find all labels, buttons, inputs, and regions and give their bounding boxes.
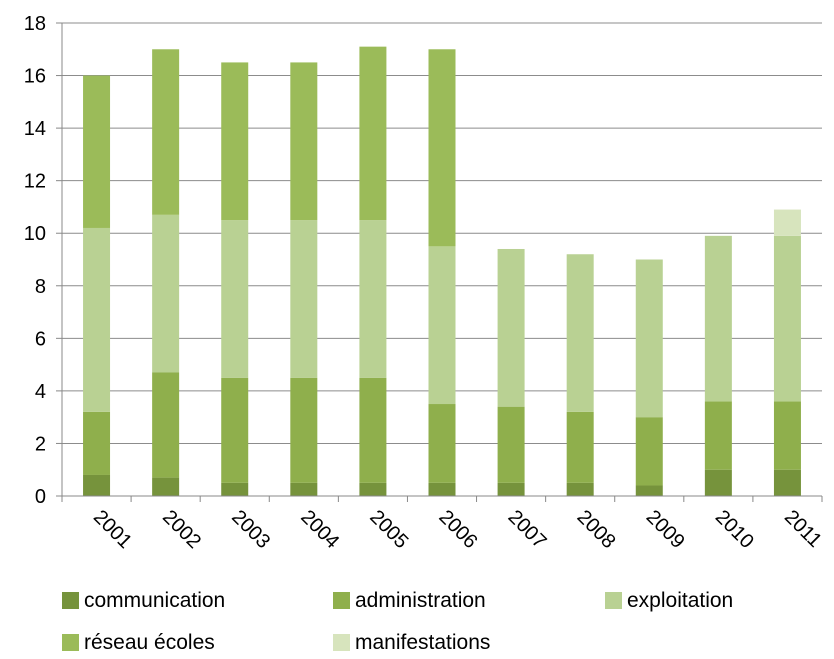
- bar-segment: [428, 404, 456, 483]
- legend-label: exploitation: [627, 589, 733, 612]
- bar-segment: [497, 406, 525, 483]
- x-tick-label: 2002: [158, 506, 205, 553]
- bar-segment: [773, 469, 801, 496]
- bar-segment: [635, 485, 663, 496]
- x-tick-label: 2005: [365, 506, 412, 553]
- y-tick-label: 12: [24, 171, 46, 193]
- axes: [56, 22, 823, 502]
- legend-swatch: [62, 634, 79, 651]
- bar-segment: [221, 220, 249, 378]
- legend-label: réseau écoles: [84, 631, 215, 654]
- bar-segment: [773, 401, 801, 470]
- bar-segment: [83, 411, 111, 475]
- bar-segment: [428, 246, 456, 405]
- bar-segment: [497, 248, 525, 407]
- x-tick-label: 2006: [434, 506, 481, 553]
- y-tick-label: 4: [35, 381, 46, 403]
- legend-swatch: [333, 634, 350, 651]
- bar-segment: [773, 235, 801, 402]
- bar-segment: [359, 482, 387, 496]
- bar-segment: [221, 482, 249, 496]
- legend-swatch: [605, 592, 622, 609]
- legend-item: exploitation: [605, 589, 733, 612]
- bar-segment: [635, 259, 663, 418]
- bar-segment: [221, 62, 249, 221]
- bar-segment: [152, 49, 180, 215]
- bar-segment: [83, 474, 111, 496]
- bar-segment: [290, 377, 318, 483]
- x-tick-label: 2009: [642, 506, 689, 553]
- x-tick-label: 2011: [780, 506, 826, 552]
- legend-item: administration: [333, 589, 486, 612]
- x-tick-label: 2007: [504, 506, 551, 553]
- bar-segment: [428, 49, 456, 247]
- legend-item: communication: [62, 589, 225, 612]
- bar-segment: [152, 372, 180, 478]
- bar-segment: [290, 482, 318, 496]
- y-tick-label: 6: [35, 328, 46, 350]
- legend-swatch: [62, 592, 79, 609]
- bar-segment: [566, 482, 594, 496]
- x-tick-labels: 2001 2002 2003 2004 2005 2006 2007 2008 2009 2010…: [89, 506, 826, 553]
- bar-segment: [152, 477, 180, 496]
- y-tick-label: 14: [24, 118, 46, 140]
- bar-segment: [290, 220, 318, 378]
- bar-segment: [359, 220, 387, 378]
- bar-segment: [152, 214, 180, 373]
- legend-item: manifestations: [333, 631, 490, 654]
- bar-segment: [704, 235, 732, 402]
- legend-swatch: [333, 592, 350, 609]
- bar-segment: [359, 377, 387, 483]
- bar-segment: [83, 227, 111, 412]
- bar-segment: [566, 411, 594, 483]
- bar-segment: [773, 209, 801, 236]
- y-tick-label: 16: [24, 66, 46, 88]
- legend-label: administration: [355, 589, 486, 612]
- x-tick-label: 2004: [296, 506, 343, 553]
- bars: [83, 46, 801, 496]
- legend: communication administration exploitation r…: [62, 589, 733, 654]
- y-tick-label: 8: [35, 276, 46, 298]
- x-tick-label: 2008: [573, 506, 620, 553]
- bar-segment: [704, 469, 732, 496]
- y-tick-label: 2: [35, 433, 46, 455]
- x-tick-label: 2001: [89, 506, 136, 553]
- legend-label: manifestations: [355, 631, 490, 654]
- bar-segment: [704, 401, 732, 470]
- y-tick-label: 10: [24, 223, 46, 245]
- x-tick-label: 2010: [711, 506, 758, 553]
- y-tick-label: 18: [24, 13, 46, 35]
- bar-segment: [566, 254, 594, 412]
- legend-item: réseau écoles: [62, 631, 215, 654]
- x-tick-label: 2003: [227, 506, 274, 553]
- y-tick-label: 0: [35, 486, 46, 508]
- legend-label: communication: [84, 589, 225, 612]
- y-tick-labels: 0 2 4 6 8 10 12 14 16 18: [24, 13, 46, 508]
- bar-segment: [290, 62, 318, 221]
- bar-segment: [359, 46, 387, 221]
- bar-segment: [497, 482, 525, 496]
- bar-segment: [635, 417, 663, 486]
- bar-segment: [83, 75, 111, 228]
- bar-segment: [221, 377, 249, 483]
- bar-segment: [428, 482, 456, 496]
